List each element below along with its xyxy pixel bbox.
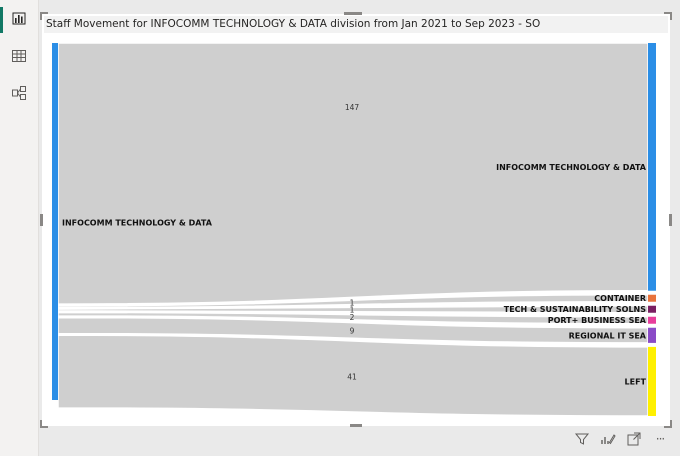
target-node-label: PORT+ BUSINESS SEA (548, 316, 647, 325)
flow-links (57, 42, 649, 417)
flow-value-label: 2 (350, 313, 355, 322)
source-node-label: INFOCOMM TECHNOLOGY & DATA (62, 219, 213, 228)
visual-footer-toolbar: ··· (574, 430, 668, 448)
model-view-button[interactable] (0, 78, 38, 112)
flow-link[interactable] (57, 42, 649, 305)
flow-value-label: 147 (345, 103, 360, 112)
resize-corner-top-left[interactable] (40, 12, 48, 20)
target-node-label: INFOCOMM TECHNOLOGY & DATA (496, 163, 647, 172)
data-view-button[interactable] (0, 41, 38, 75)
expand-icon[interactable] (626, 431, 642, 447)
target-node[interactable] (648, 43, 656, 291)
source-node[interactable] (52, 43, 58, 400)
flow-value-label: 1 (350, 306, 355, 315)
model-icon (11, 85, 27, 105)
table-icon (11, 48, 27, 68)
resize-handle-top[interactable] (344, 12, 362, 15)
target-node[interactable] (648, 305, 656, 313)
bar-chart-icon (11, 10, 27, 30)
flow-link[interactable] (57, 316, 649, 344)
flow-value-label: 9 (350, 326, 355, 335)
target-node-label: TECH & SUSTAINABILITY SOLNS (504, 305, 646, 314)
target-node[interactable] (648, 327, 656, 343)
focus-edit-icon[interactable] (600, 431, 616, 447)
visual-title: Staff Movement for INFOCOMM TECHNOLOGY &… (44, 16, 668, 33)
target-node-label: REGIONAL IT SEA (569, 331, 647, 340)
more-options-icon[interactable]: ··· (655, 432, 665, 446)
resize-corner-bottom-left[interactable] (40, 420, 48, 428)
target-node[interactable] (648, 294, 656, 302)
resize-corner-bottom-right[interactable] (664, 420, 672, 428)
resize-corner-top-right[interactable] (664, 12, 672, 20)
report-view-button[interactable] (0, 3, 38, 37)
view-switcher-rail (0, 0, 39, 456)
target-node-label: CONTAINER (594, 294, 646, 303)
target-node-label: LEFT (625, 377, 647, 386)
target-node[interactable] (648, 346, 656, 416)
flow-value-label: 1 (350, 298, 355, 307)
flow-value-label: 41 (347, 373, 357, 382)
labels: 147 INFOCOMM TECHNOLOGY & DATA 1 CONTAINER 1… (62, 103, 647, 386)
resize-handle-right[interactable] (669, 214, 672, 226)
filter-icon[interactable] (574, 431, 590, 447)
nodes (52, 43, 656, 416)
target-node[interactable] (648, 316, 656, 324)
resize-handle-bottom[interactable] (350, 424, 362, 427)
resize-handle-left[interactable] (40, 214, 43, 226)
